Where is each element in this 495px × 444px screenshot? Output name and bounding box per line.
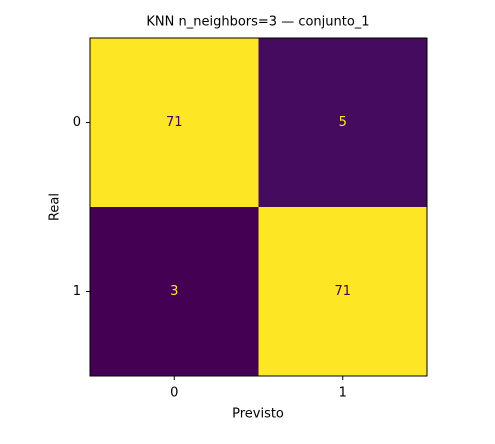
x-tick-label: 1 [339,386,347,401]
cell-label: 71 [166,115,183,130]
plot-frame [89,37,428,377]
cell-label: 5 [339,115,347,130]
x-tick-label: 0 [170,386,178,401]
cell [258,207,427,376]
chart-title: KNN n_neighbors=3 — conjunto_1 [146,15,369,30]
cell [258,38,427,207]
cell [90,38,259,207]
cell-label: 3 [170,284,178,299]
y-tick-label: 0 [73,115,81,130]
cell-label: 71 [334,284,351,299]
y-tick-label: 1 [73,284,81,299]
y-axis-label: Real [48,193,63,221]
x-axis-label: Previsto [232,407,284,422]
cell [90,207,259,376]
